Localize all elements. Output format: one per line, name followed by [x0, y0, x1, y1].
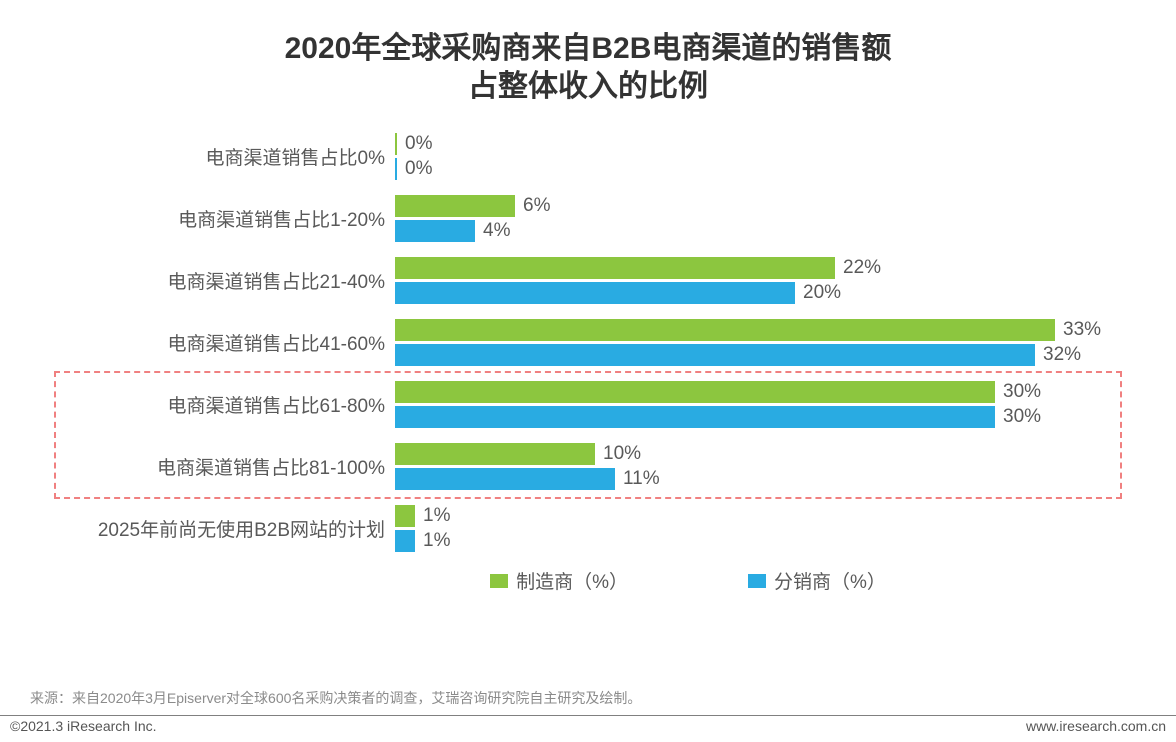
- bar-value: 20%: [803, 282, 841, 304]
- bar-value: 30%: [1003, 381, 1041, 403]
- footer: ©2021.3 iResearch Inc. www.iresearch.com…: [0, 715, 1176, 734]
- bar-group: 33%32%: [395, 311, 1116, 373]
- bar-line: 10%: [395, 443, 1116, 465]
- bar-group: 30%30%: [395, 373, 1116, 435]
- legend-swatch: [490, 574, 508, 588]
- bar: [395, 468, 615, 490]
- bar: [395, 530, 415, 552]
- bar: [395, 195, 515, 217]
- chart-row: 电商渠道销售占比0%0%0%: [60, 125, 1116, 187]
- legend-swatch: [748, 574, 766, 588]
- category-label: 电商渠道销售占比0%: [60, 143, 395, 170]
- footer-left: ©2021.3 iResearch Inc.: [10, 718, 157, 734]
- bar-line: 33%: [395, 319, 1116, 341]
- legend: 制造商（%） 分销商（%）: [230, 567, 1146, 594]
- bar-value: 6%: [523, 195, 550, 217]
- bar-value: 33%: [1063, 319, 1101, 341]
- category-label: 电商渠道销售占比41-60%: [60, 329, 395, 356]
- bar-group: 22%20%: [395, 249, 1116, 311]
- bar-line: 1%: [395, 505, 1116, 527]
- category-label: 电商渠道销售占比1-20%: [60, 205, 395, 232]
- bar-value: 1%: [423, 530, 450, 552]
- bar-group: 0%0%: [395, 125, 1116, 187]
- chart-row: 电商渠道销售占比41-60%33%32%: [60, 311, 1116, 373]
- bar: [395, 381, 995, 403]
- bar-line: 0%: [395, 158, 1116, 180]
- bar-line: 20%: [395, 282, 1116, 304]
- chart-row: 2025年前尚无使用B2B网站的计划1%1%: [60, 497, 1116, 559]
- category-label: 电商渠道销售占比61-80%: [60, 391, 395, 418]
- bar-value: 10%: [603, 443, 641, 465]
- bar: [395, 133, 397, 155]
- bar-value: 0%: [405, 158, 432, 180]
- chart-title-line1: 2020年全球采购商来自B2B电商渠道的销售额: [30, 30, 1146, 68]
- bar-value: 32%: [1043, 344, 1081, 366]
- chart-row: 电商渠道销售占比81-100%10%11%: [60, 435, 1116, 497]
- bar-group: 6% 4%: [395, 187, 1116, 249]
- footer-right: www.iresearch.com.cn: [1026, 718, 1166, 734]
- category-label: 电商渠道销售占比21-40%: [60, 267, 395, 294]
- legend-item: 制造商（%）: [490, 567, 628, 594]
- bar-line: 11%: [395, 468, 1116, 490]
- bar: [395, 344, 1035, 366]
- bar: [395, 319, 1055, 341]
- bar: [395, 443, 595, 465]
- bar: [395, 505, 415, 527]
- bar: [395, 220, 475, 242]
- chart-row: 电商渠道销售占比21-40%22%20%: [60, 249, 1116, 311]
- bar-line: 4%: [395, 220, 1116, 242]
- chart-area: 电商渠道销售占比0%0%0%电商渠道销售占比1-20%6%4%电商渠道销售占比2…: [60, 125, 1116, 559]
- bar-group: 10%11%: [395, 435, 1116, 497]
- bar-value: 11%: [623, 468, 660, 490]
- chart-row: 电商渠道销售占比61-80%30%30%: [60, 373, 1116, 435]
- bar-value: 0%: [405, 133, 432, 155]
- bar-value: 1%: [423, 505, 450, 527]
- page: 2020年全球采购商来自B2B电商渠道的销售额 占整体收入的比例 电商渠道销售占…: [0, 0, 1176, 742]
- chart-title-line2: 占整体收入的比例: [30, 68, 1146, 106]
- legend-item: 分销商（%）: [748, 567, 886, 594]
- bar: [395, 158, 397, 180]
- bar: [395, 406, 995, 428]
- bar: [395, 257, 835, 279]
- legend-label: 制造商（%）: [516, 567, 628, 594]
- chart-row: 电商渠道销售占比1-20% 6% 4%: [60, 187, 1116, 249]
- bar: [395, 282, 795, 304]
- source-text: 来源：来自2020年3月Episerver对全球600名采购决策者的调查，艾瑞咨…: [30, 688, 641, 708]
- category-label: 2025年前尚无使用B2B网站的计划: [60, 515, 395, 542]
- chart-title: 2020年全球采购商来自B2B电商渠道的销售额 占整体收入的比例: [30, 30, 1146, 105]
- bar-group: 1%1%: [395, 497, 1116, 559]
- bar-line: 0%: [395, 133, 1116, 155]
- bar-line: 6%: [395, 195, 1116, 217]
- bar-value: 4%: [483, 220, 510, 242]
- category-label: 电商渠道销售占比81-100%: [60, 453, 395, 480]
- legend-label: 分销商（%）: [774, 567, 886, 594]
- bar-line: 1%: [395, 530, 1116, 552]
- bar-value: 22%: [843, 257, 881, 279]
- bar-value: 30%: [1003, 406, 1041, 428]
- bar-line: 22%: [395, 257, 1116, 279]
- bar-line: 32%: [395, 344, 1116, 366]
- bar-line: 30%: [395, 381, 1116, 403]
- bar-line: 30%: [395, 406, 1116, 428]
